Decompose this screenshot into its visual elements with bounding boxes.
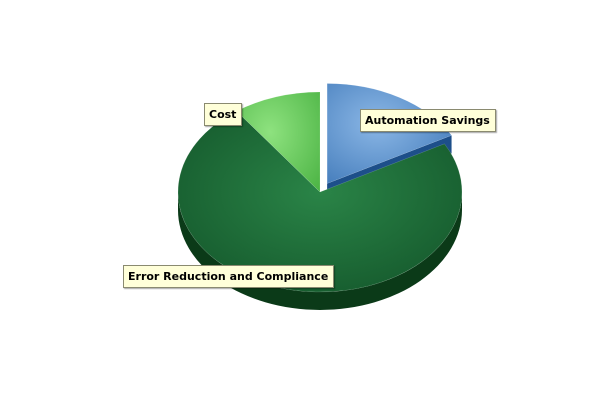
slice-label-cost: Cost	[204, 103, 243, 126]
slice-label-error-reduction-and-compliance: Error Reduction and Compliance	[123, 265, 335, 288]
slice-label-automation-savings: Automation Savings	[360, 109, 496, 132]
slice-error-reduction-and-compliance	[177, 110, 463, 293]
